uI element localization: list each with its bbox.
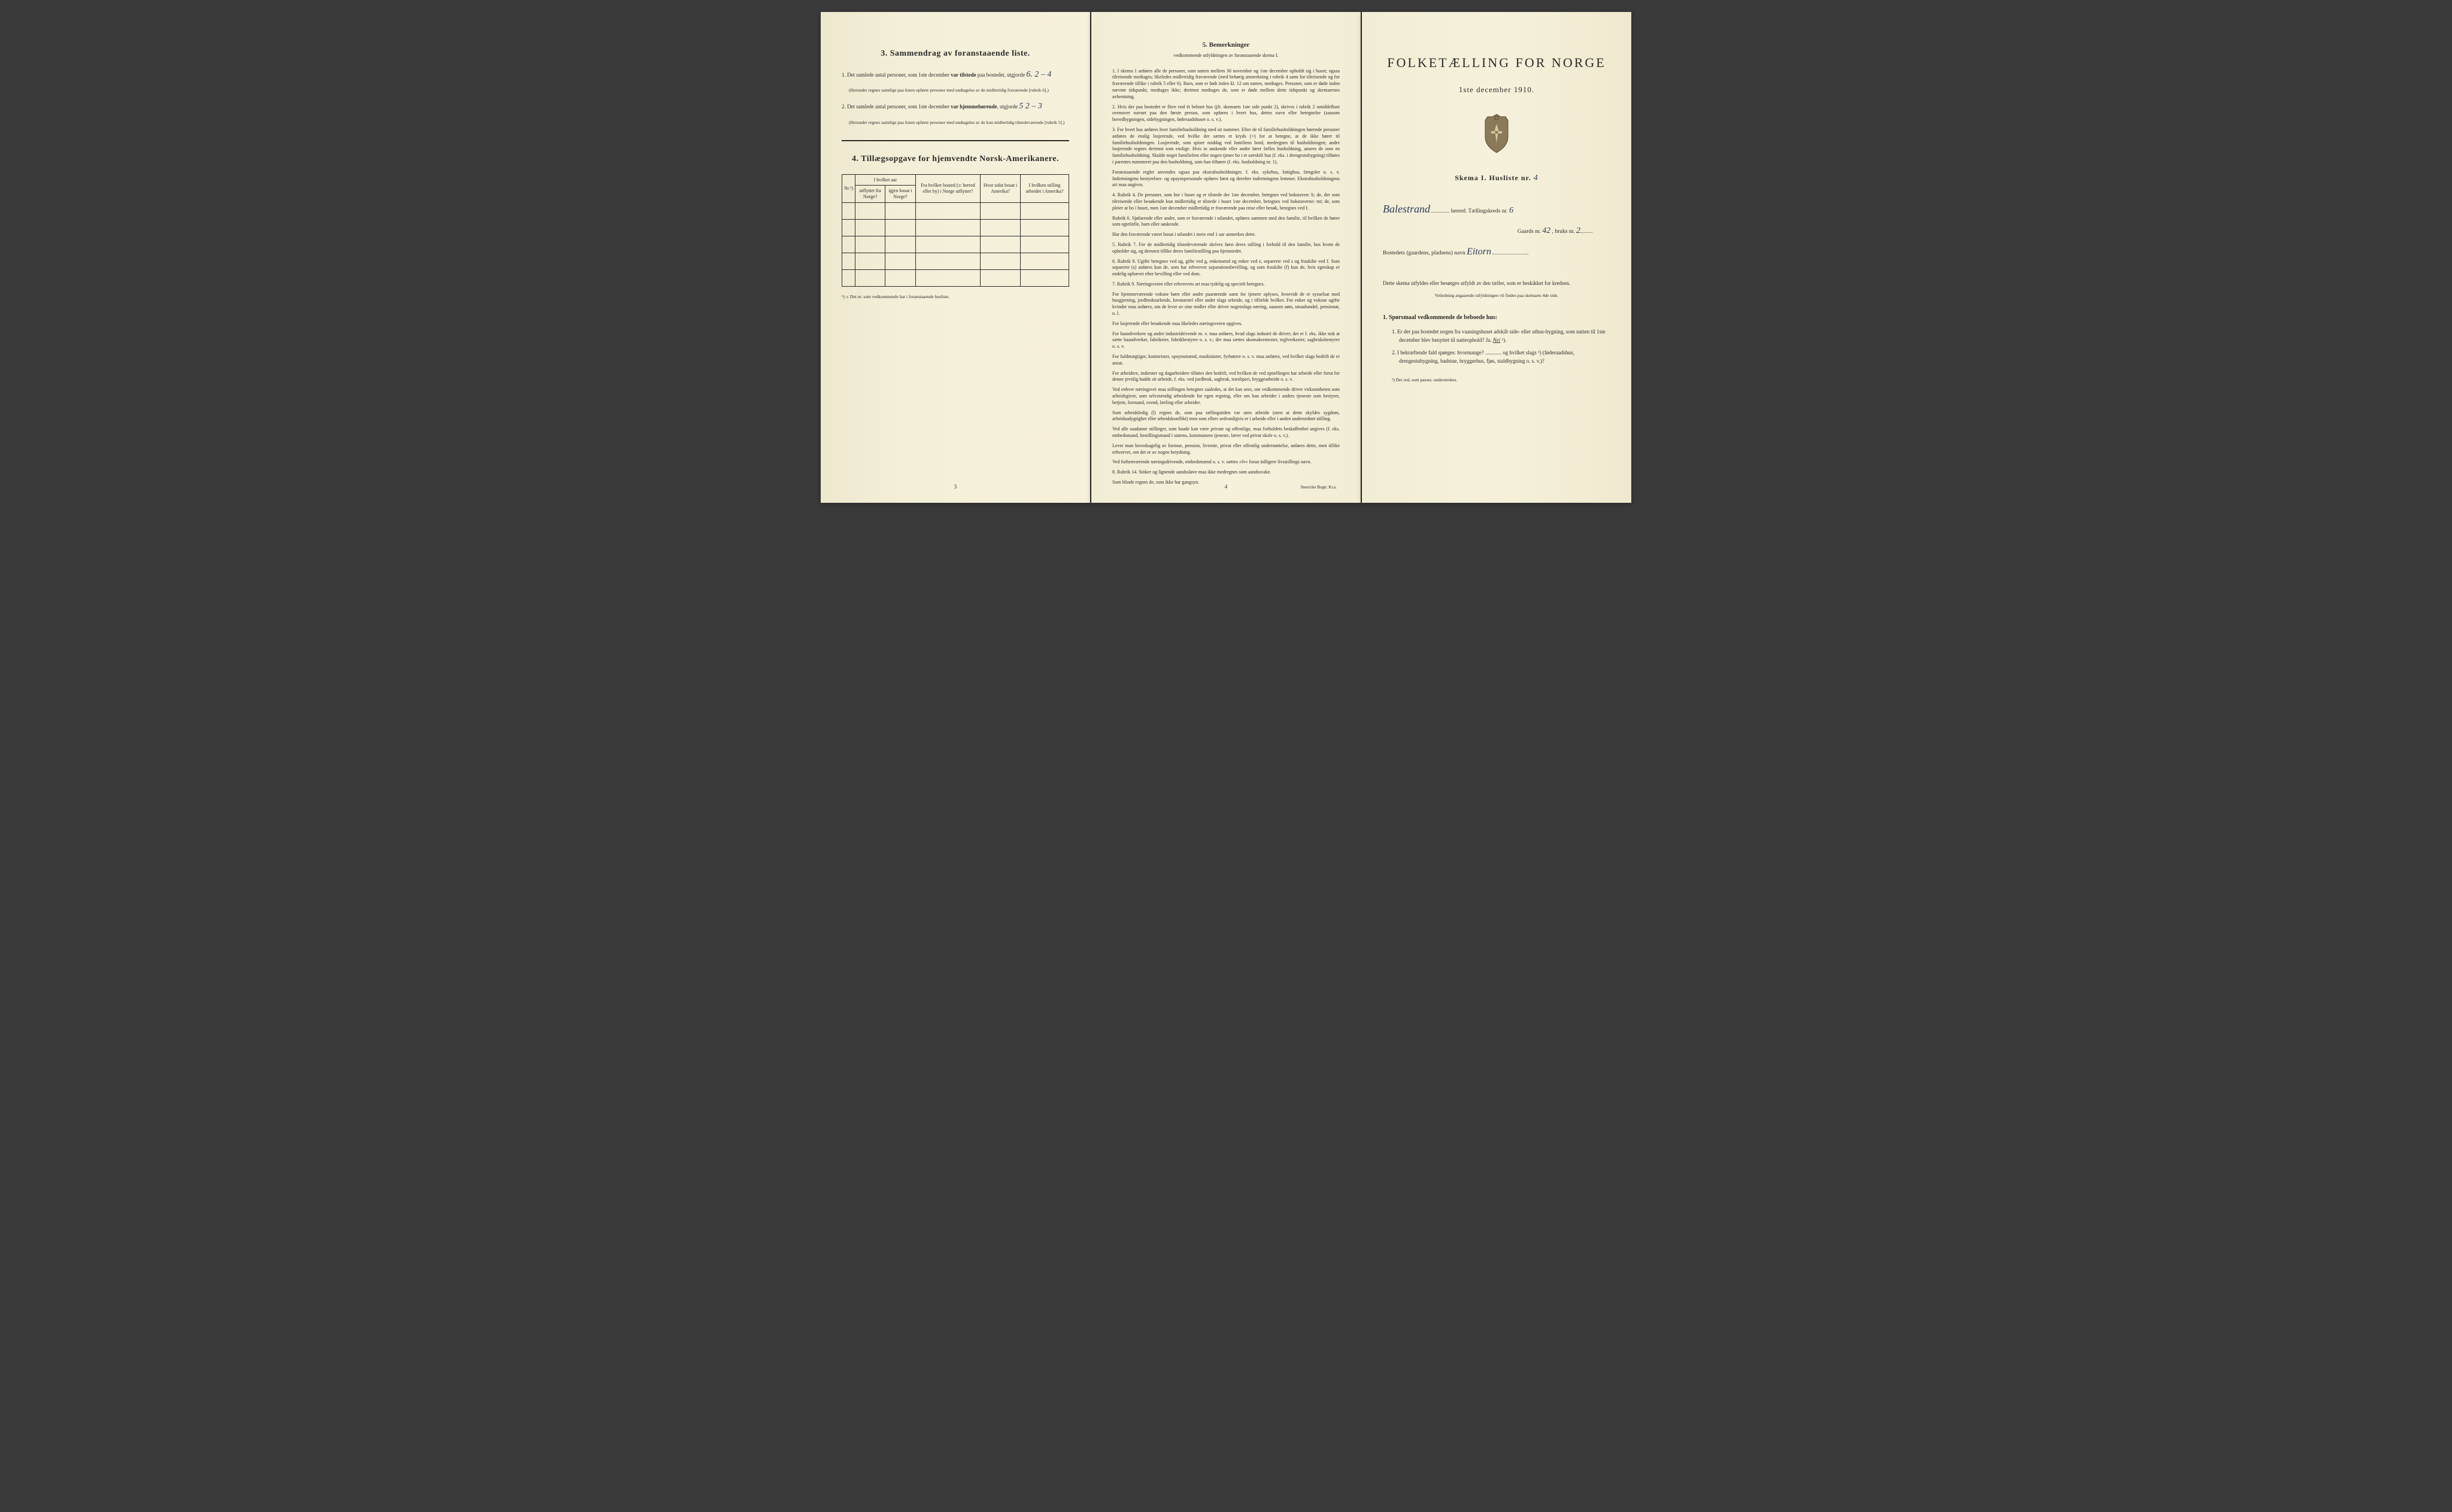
para-7b: For hjemmeværende voksne børn eller andr… — [1112, 292, 1340, 317]
bruks-nr: 2 — [1576, 226, 1580, 235]
section4-title: 4. Tillægsopgave for hjemvendte Norsk-Am… — [842, 153, 1069, 165]
section5-subtitle: vedkommende utfyldningen av foranstaaend… — [1112, 52, 1340, 59]
table-row — [842, 219, 1069, 236]
divider — [842, 140, 1069, 141]
item2-bold: var hjemmehørende — [951, 104, 997, 110]
page-center: 5. Bemerkninger vedkommende utfyldningen… — [1091, 12, 1361, 503]
para-6: 6. Rubrik 8. Ugifte betegnes ved ug, gif… — [1112, 259, 1340, 278]
para-4: 4. Rubrik 4. De personer, som bor i huse… — [1112, 192, 1340, 211]
printer-imprint: Steen'ske Bogtr. Kr.a. — [1300, 485, 1337, 491]
table-row — [842, 236, 1069, 253]
footnote-right: ¹) Det ord, som passer, understrekes. — [1383, 377, 1610, 384]
th-aar: I hvilket aar — [855, 174, 916, 186]
para-7c: For losjerende eller besøkende maa likel… — [1112, 321, 1340, 327]
item1-prefix: 1. Det samlede antal personer, som 1ste … — [842, 72, 951, 78]
para-8: 8. Rubrik 14. Sinker og lignende aandssl… — [1112, 469, 1340, 476]
gaards-nr: 42 — [1542, 226, 1550, 235]
q-heading-text: 1. Spørsmaal vedkommende de beboede hus: — [1383, 314, 1497, 321]
document-spread: 3. Sammendrag av foranstaaende liste. 1.… — [821, 12, 1631, 503]
para-7k: Ved forhenværende næringsdrivende, embed… — [1112, 459, 1340, 466]
para-3b: Foranstaaende regler anvendes ogsaa paa … — [1112, 169, 1340, 189]
herred-row: Balestrand herred. Tællingskreds nr. 6 — [1383, 202, 1610, 217]
para-4c: Har den fraværende været bosat i utlande… — [1112, 232, 1340, 238]
item-2: 2. Det samlede antal personer, som 1ste … — [842, 101, 1069, 113]
para-7j: Lever man hovedsagelig av formue, pensio… — [1112, 443, 1340, 456]
table-row — [842, 269, 1069, 286]
footnote-right-text: ¹) Det ord, som passer, understrekes. — [1392, 377, 1457, 382]
instructions-body: 1. I skema 1 anføres alle de personer, s… — [1112, 68, 1340, 486]
th-amerika: Hvor sidst bosat i Amerika? — [981, 174, 1021, 202]
para-1: 1. I skema 1 anføres alle de personer, s… — [1112, 68, 1340, 101]
page-left: 3. Sammendrag av foranstaaende liste. 1.… — [821, 12, 1090, 503]
bruks-label: , bruks nr. — [1552, 229, 1575, 235]
page-number-3: 3 — [954, 483, 957, 491]
section3-title: 3. Sammendrag av foranstaaende liste. — [842, 48, 1069, 60]
para-2: 2. Hvis der paa bostedet er flere end ét… — [1112, 104, 1340, 123]
item2-suffix: , utgjorde — [997, 104, 1019, 110]
bosted-handwritten: Eitorn — [1467, 247, 1491, 257]
footnote-left: ¹) ɔ: Det nr. som vedkommende har i fora… — [842, 294, 1069, 300]
bosted-label: Bostedets (gaardens, pladsens) navn — [1383, 250, 1467, 256]
section5-title: 5. Bemerkninger — [1112, 41, 1340, 50]
q1-nei: Nei — [1493, 337, 1501, 343]
skema-line: Skema I. Husliste nr. 4 — [1383, 172, 1610, 184]
item1-handwritten: 6. 2 – 4 — [1026, 70, 1051, 79]
item2-note: (Herunder regnes samtlige paa listen opf… — [849, 120, 1069, 126]
th-bosted: Fra hvilket bosted (ɔ: herred eller by) … — [915, 174, 980, 202]
item1-suffix: paa bostedet, utgjorde — [976, 72, 1027, 78]
question-1: 1. Er der paa bostedet nogen fra vaaning… — [1392, 328, 1610, 344]
para-7i: Ved alle saadanne stillinger, som baade … — [1112, 426, 1340, 439]
coat-of-arms-icon — [1383, 113, 1610, 157]
husliste-nr: 4 — [1534, 174, 1538, 183]
th-bosat: igjen bosat i Norge? — [885, 186, 916, 202]
para-3: 3. For hvert hus anføres hver familiehus… — [1112, 127, 1340, 166]
page-number-4: 4 — [1225, 483, 1228, 491]
kreds-nr: 6 — [1509, 206, 1513, 215]
herred-handwritten: Balestrand — [1383, 203, 1430, 215]
question-heading: 1. Spørsmaal vedkommende de beboede hus: — [1383, 314, 1610, 322]
page-right: FOLKETÆLLING FOR NORGE 1ste december 191… — [1362, 12, 1631, 503]
item1-bold: var tilstede — [951, 72, 976, 78]
main-title: FOLKETÆLLING FOR NORGE — [1383, 54, 1610, 72]
date-line: 1ste december 1910. — [1383, 84, 1610, 95]
q1-sup: ¹). — [1500, 337, 1506, 343]
skema-label: Skema I. Husliste nr. — [1455, 174, 1531, 182]
para-7e: For fuldmægtiger, kontorister, opsynsmæn… — [1112, 354, 1340, 367]
gaards-label: Gaards nr. — [1518, 229, 1541, 235]
instruction-text: Dette skema utfyldes eller besørges utfy… — [1383, 280, 1610, 288]
para-7f: For arbeidere, inderster og dagarbeidere… — [1112, 371, 1340, 384]
instruction-small: Veiledning angaaende utfyldningen vil fi… — [1383, 293, 1610, 299]
gaards-row: Gaards nr. 42 , bruks nr. 2 — [1383, 225, 1610, 237]
question-2: 2. I bekræftende fald spørges: hvormange… — [1392, 349, 1610, 365]
para-4b: Rubrik 6. Sjøfarende eller andre, som er… — [1112, 215, 1340, 229]
para-7d: For haandverkere og andre industridriven… — [1112, 331, 1340, 350]
para-7h: Som arbeidsledig (l) regnes de, som paa … — [1112, 410, 1340, 423]
item-1: 1. Det samlede antal personer, som 1ste … — [842, 69, 1069, 81]
table-row — [842, 253, 1069, 269]
item2-handwritten: 5 2 – 3 — [1019, 102, 1042, 111]
para-7g: Ved enhver næringsvei maa stillingen bet… — [1112, 387, 1340, 406]
th-utflyttet: utflyttet fra Norge? — [855, 186, 885, 202]
para-7: 7. Rubrik 9. Næringsveien eller erhverve… — [1112, 281, 1340, 288]
th-nr: Nr.¹) — [842, 174, 855, 202]
table-row — [842, 202, 1069, 219]
para-5: 5. Rubrik 7. For de midlertidig tilstede… — [1112, 242, 1340, 255]
th-stilling: I hvilken stilling arbeidet i Amerika? — [1021, 174, 1069, 202]
form-table: Nr.¹) I hvilket aar Fra hvilket bosted (… — [842, 174, 1069, 287]
item2-prefix: 2. Det samlede antal personer, som 1ste … — [842, 104, 951, 110]
herred-label: herred. Tællingskreds nr. — [1451, 208, 1508, 214]
item1-note: (Herunder regnes samtlige paa listen opf… — [849, 87, 1069, 93]
bosted-row: Bostedets (gaardens, pladsens) navn Eito… — [1383, 245, 1610, 259]
